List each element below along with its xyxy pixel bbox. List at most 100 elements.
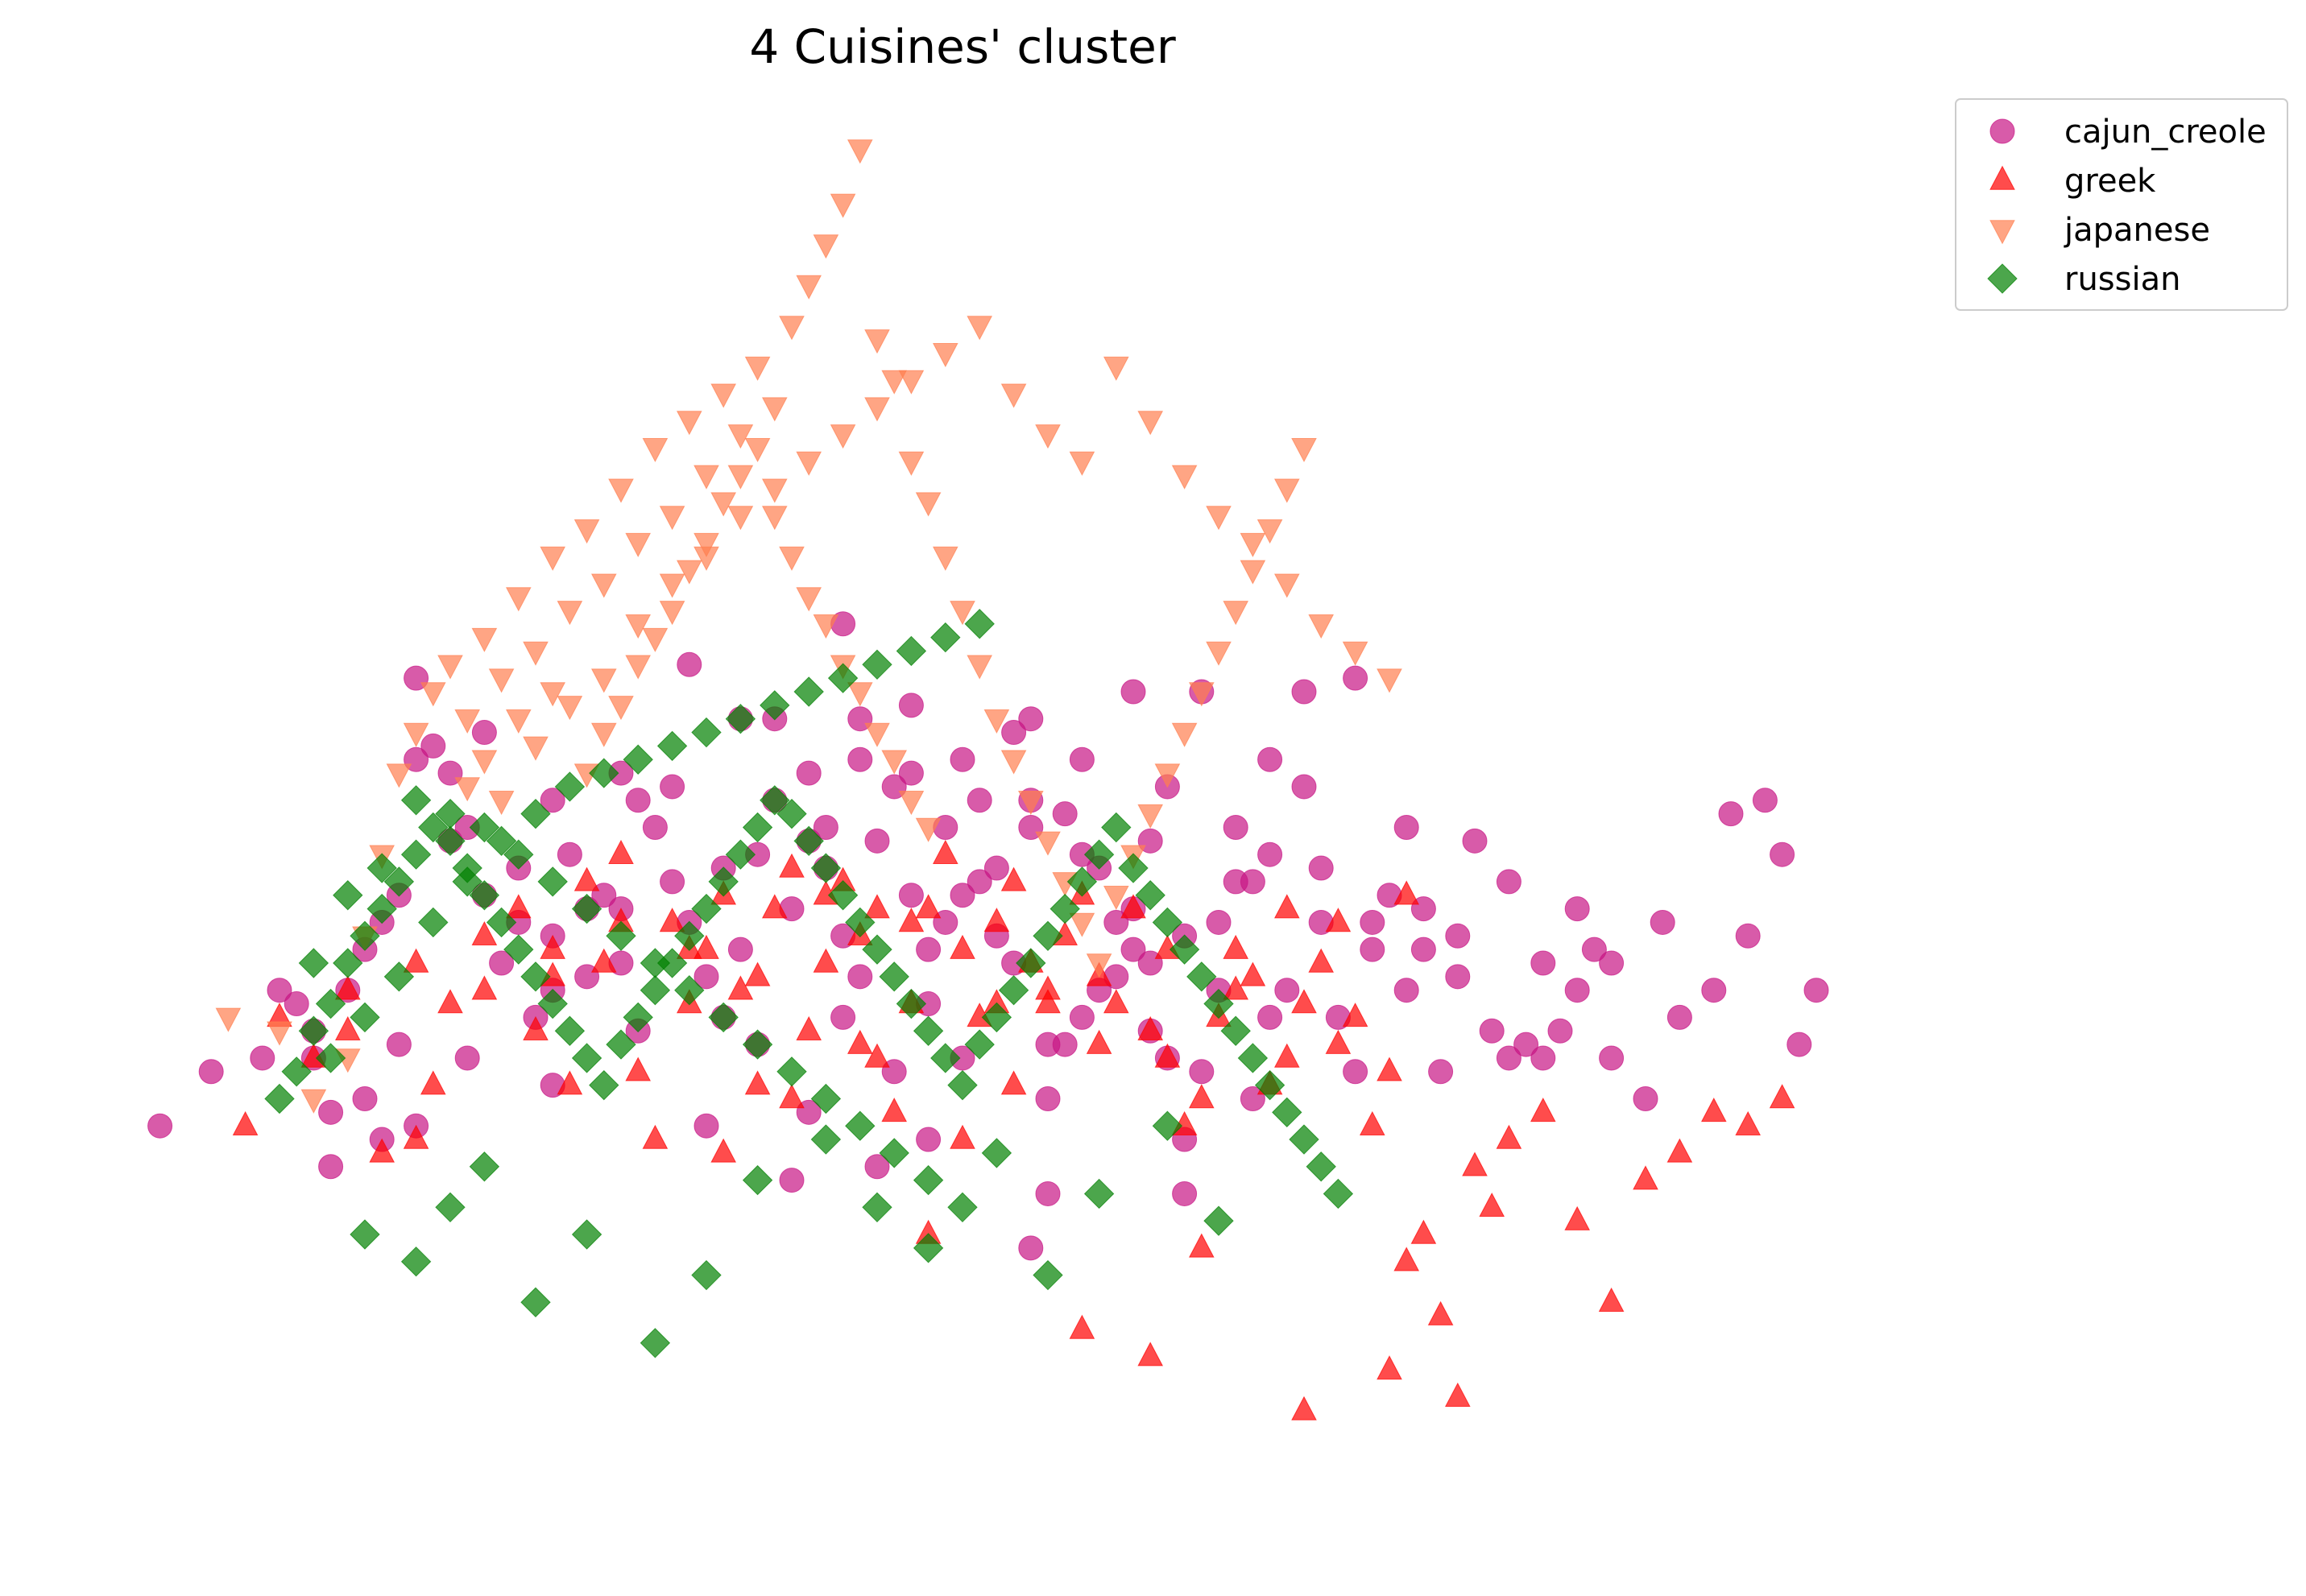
greek-point-18 — [659, 908, 685, 932]
russian-point-105 — [486, 825, 517, 857]
japanese-point-6 — [386, 763, 412, 788]
cajun_creole-point-29 — [693, 964, 719, 990]
japanese-point-28 — [761, 397, 788, 422]
cajun_creole-point-14 — [420, 733, 446, 759]
cajun_creole-point-118 — [1035, 1180, 1061, 1206]
cajun_creole-point-72 — [1428, 1059, 1454, 1085]
japanese-point-10 — [454, 709, 481, 734]
greek-point-92 — [1273, 894, 1300, 919]
greek-point-62 — [1410, 1219, 1437, 1244]
russian-point-60 — [1289, 1124, 1319, 1155]
japanese-point-36 — [898, 451, 925, 476]
cajun_creole-point-113 — [386, 1032, 412, 1057]
cajun_creole-point-103 — [967, 788, 992, 813]
plot-area — [147, 139, 1829, 1420]
cajun_creole-point-68 — [1360, 909, 1385, 935]
greek-point-102 — [471, 975, 498, 1000]
russian-point-14 — [503, 934, 534, 965]
russian-point-65 — [435, 1192, 466, 1223]
cajun_creole-point-162 — [1393, 978, 1419, 1003]
legend-marker-russian — [1987, 263, 2018, 294]
japanese-point-12 — [488, 668, 515, 693]
japanese-point-34 — [864, 329, 890, 354]
russian-point-26 — [708, 866, 739, 897]
japanese-point-108 — [1273, 573, 1300, 598]
japanese-point-101 — [1035, 424, 1061, 449]
russian-point-116 — [862, 649, 892, 680]
russian-point-31 — [793, 825, 824, 857]
cajun_creole-point-104 — [898, 760, 924, 786]
greek-point-22 — [727, 975, 754, 1000]
russian-point-84 — [435, 798, 466, 829]
russian-point-7 — [383, 866, 415, 897]
cajun_creole-point-82 — [1599, 950, 1625, 976]
greek-point-75 — [1769, 1084, 1795, 1109]
greek-point-51 — [1223, 934, 1249, 959]
greek-point-31 — [881, 1098, 908, 1123]
russian-point-63 — [350, 1219, 380, 1250]
cajun_creole-point-98 — [1343, 665, 1368, 691]
russian-point-66 — [469, 1152, 500, 1182]
greek-point-73 — [1700, 1098, 1727, 1123]
japanese-point-17 — [573, 519, 600, 544]
greek-point-24 — [761, 894, 788, 919]
cajun_creole-point-44 — [950, 883, 975, 908]
japanese-point-81 — [471, 750, 498, 775]
greek-point-25 — [779, 853, 805, 878]
cajun_creole-point-45 — [967, 869, 992, 895]
japanese-point-103 — [1103, 356, 1129, 381]
russian-point-10 — [435, 825, 466, 857]
cajun_creole-point-87 — [1770, 841, 1795, 867]
japanese-point-106 — [1206, 506, 1232, 531]
cajun_creole-point-67 — [1343, 1059, 1368, 1085]
russian-point-27 — [725, 839, 756, 870]
russian-point-109 — [623, 744, 653, 775]
russian-point-28 — [742, 812, 773, 843]
chart-title: 4 Cuisines' cluster — [749, 19, 1175, 74]
cajun_creole-point-74 — [1462, 828, 1488, 854]
russian-point-9 — [418, 812, 449, 843]
greek-point-86 — [847, 1029, 873, 1054]
cajun_creole-point-89 — [1803, 978, 1829, 1003]
russian-point-47 — [1066, 866, 1098, 897]
greek-point-72 — [1666, 1138, 1693, 1163]
russian-point-6 — [366, 893, 397, 924]
japanese-point-41 — [983, 709, 1010, 734]
japanese-point-38 — [932, 546, 958, 571]
russian-point-48 — [1083, 839, 1115, 870]
russian-point-88 — [571, 893, 602, 924]
cajun_creole-point-160 — [1308, 855, 1334, 881]
japanese-point-82 — [505, 709, 532, 734]
russian-point-68 — [571, 1219, 602, 1250]
cajun_creole-point-35 — [796, 760, 822, 786]
russian-point-36 — [879, 961, 909, 992]
japanese-point-48 — [1103, 886, 1129, 911]
russian-point-81 — [333, 880, 363, 911]
cajun_creole-point-130 — [471, 720, 497, 746]
greek-point-64 — [1444, 1382, 1471, 1407]
greek-point-60 — [1377, 1056, 1402, 1081]
japanese-point-97 — [898, 370, 925, 395]
russian-point-17 — [554, 1015, 586, 1046]
russian-point-35 — [862, 934, 892, 965]
russian-point-108 — [589, 758, 619, 788]
greek-point-68 — [1530, 1098, 1556, 1123]
russian-point-46 — [1049, 893, 1080, 924]
russian-point-18 — [571, 1043, 602, 1073]
cajun_creole-point-132 — [540, 788, 565, 813]
cajun_creole-point-27 — [660, 869, 685, 895]
cajun_creole-point-153 — [916, 937, 942, 962]
russian-point-45 — [1033, 920, 1063, 952]
japanese-point-96 — [864, 397, 890, 422]
cajun_creole-point-169 — [1701, 978, 1727, 1003]
russian-point-44 — [1016, 948, 1046, 978]
japanese-point-59 — [1291, 437, 1317, 463]
russian-point-53 — [1169, 934, 1200, 965]
japanese-point-72 — [779, 546, 805, 571]
russian-point-112 — [725, 703, 756, 734]
russian-point-118 — [930, 622, 961, 653]
japanese-point-58 — [1273, 478, 1300, 503]
cajun_creole-point-70 — [1393, 815, 1419, 840]
greek-point-74 — [1735, 1110, 1762, 1135]
